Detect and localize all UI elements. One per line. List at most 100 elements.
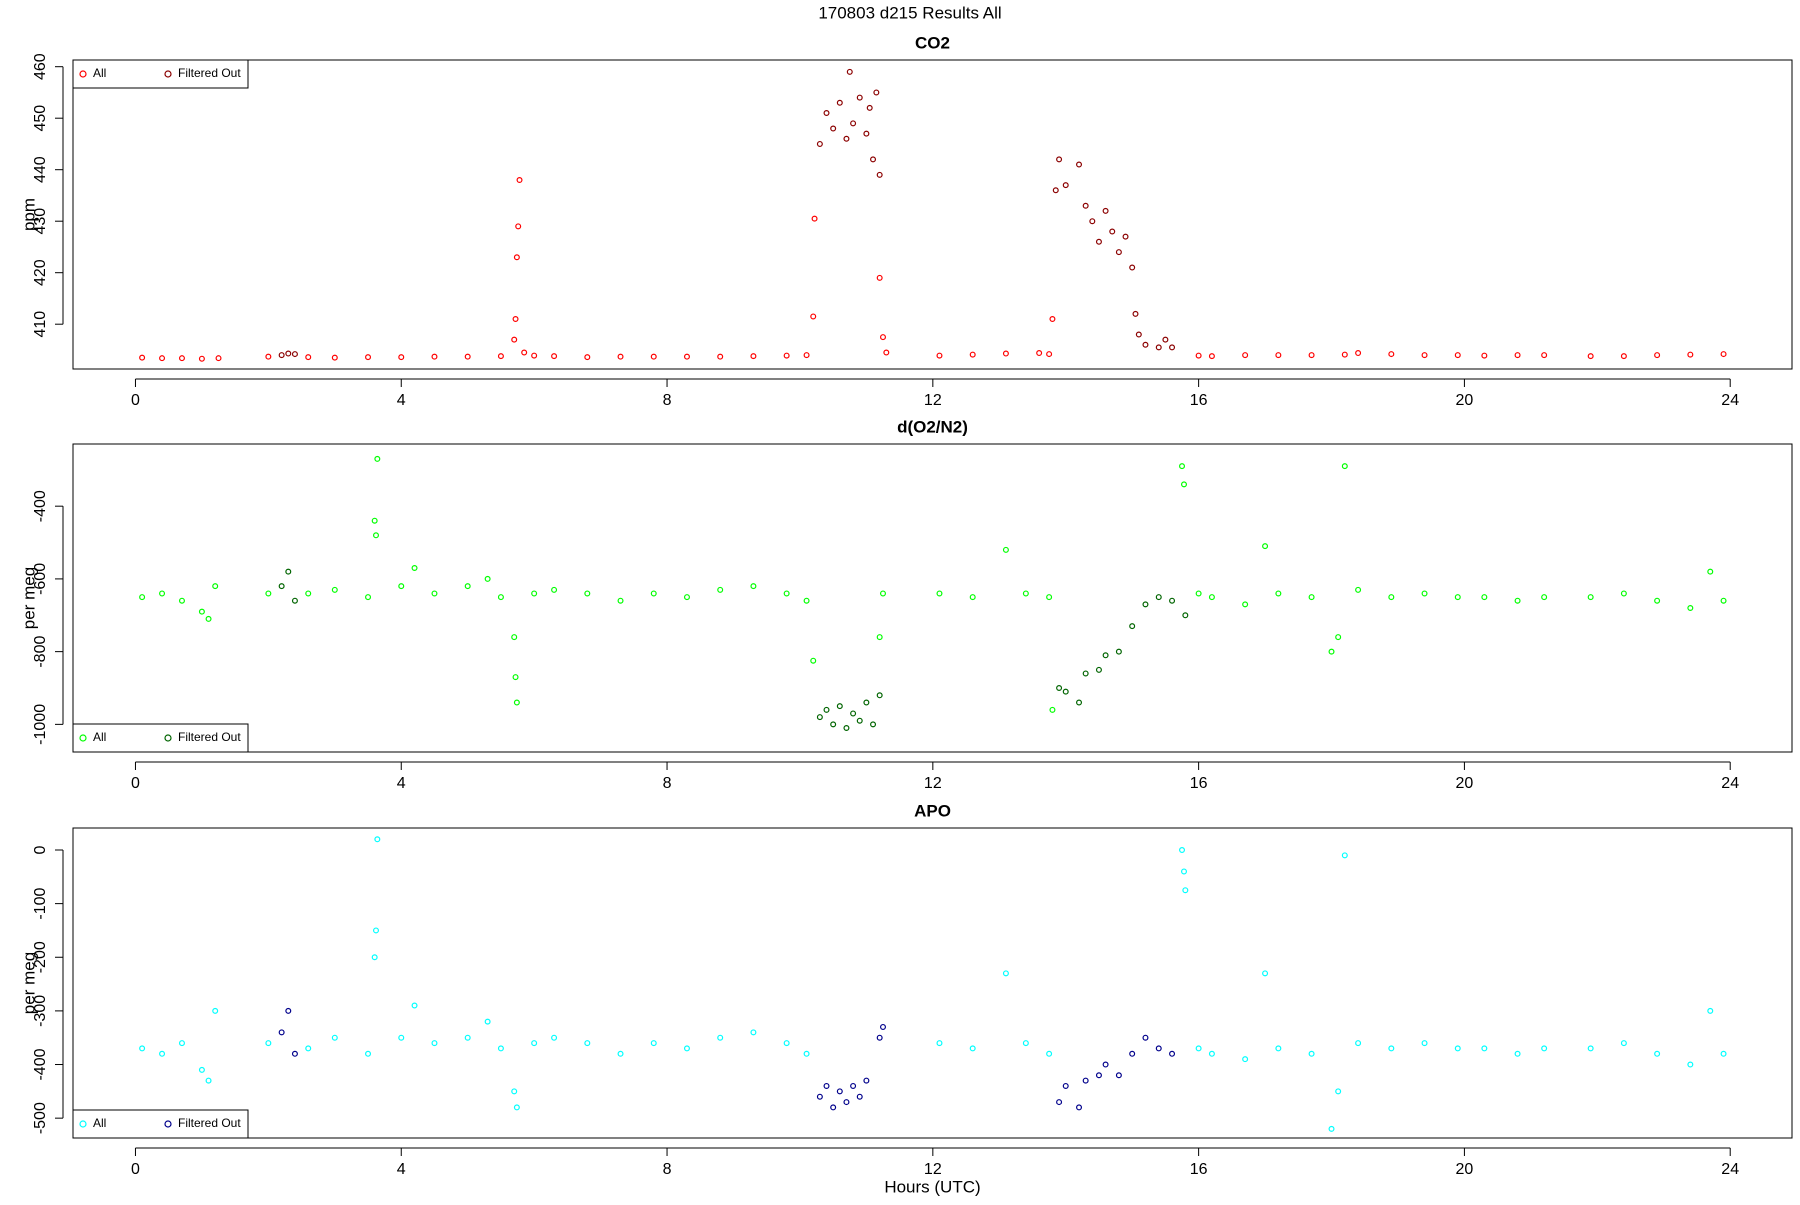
data-point [1328,648,1335,655]
data-point [198,608,205,615]
data-point [278,352,285,359]
y-tick-label: -100 [32,888,49,920]
data-point [717,353,724,360]
data-point [1242,352,1249,359]
data-point [198,1066,205,1073]
y-tick-label: -400 [32,1048,49,1080]
data-point [516,176,523,183]
data-point [836,1088,843,1095]
data-point [876,634,883,641]
data-point [1076,699,1083,706]
x-tick-label: 24 [1721,1161,1739,1178]
data-point [1062,688,1069,695]
data-point [1275,590,1282,597]
y-tick-label: -300 [32,995,49,1027]
data-point [1046,351,1053,358]
data-point [1115,249,1122,256]
data-point [1308,352,1315,359]
data-point [1335,1088,1342,1095]
x-tick-label: 16 [1190,1161,1208,1178]
data-point [373,927,380,934]
data-point [1109,228,1116,235]
data-point [512,674,519,681]
data-point [810,657,817,664]
y-tick-label: 430 [32,208,49,235]
data-point [823,706,830,713]
data-point [531,352,538,359]
y-axis-label: per meg [19,567,38,629]
data-point [1182,612,1189,619]
data-point [846,68,853,75]
data-point [783,1040,790,1047]
data-point [969,594,976,601]
data-point [717,1034,724,1041]
data-point [513,1104,520,1111]
data-point [1454,352,1461,359]
data-point [285,568,292,575]
data-point [750,583,757,590]
data-point [1142,341,1149,348]
data-point [1002,546,1009,553]
data-point [512,316,519,323]
data-point [531,1040,538,1047]
data-point [1155,594,1162,601]
data-point [305,590,312,597]
data-point [1262,543,1269,550]
data-point [876,171,883,178]
data-point [398,354,405,361]
x-tick-label: 24 [1721,392,1739,409]
data-point [876,1034,883,1041]
data-point [1129,264,1136,271]
data-point [291,1050,298,1057]
x-tick-label: 20 [1456,1161,1474,1178]
data-point [331,354,338,361]
data-point [484,1018,491,1025]
data-point [584,354,591,361]
data-point [1481,594,1488,601]
data-point [856,717,863,724]
data-point [431,590,438,597]
data-point [803,1050,810,1057]
data-point [1102,652,1109,659]
data-point [1022,590,1029,597]
data-point [1181,481,1188,488]
legend-label: Filtered Out [178,730,241,744]
data-point [1052,187,1059,194]
legend-label: All [93,1116,106,1130]
panel-title: d(O2/N2) [897,417,968,436]
data-point [285,350,292,357]
data-point [1541,1045,1548,1052]
data-point [876,692,883,699]
data-point [1421,352,1428,359]
legend-marker [79,70,87,78]
data-point [936,352,943,359]
data-point [205,615,212,622]
data-point [936,590,943,597]
data-point [1308,1050,1315,1057]
data-point [584,590,591,597]
legend-marker [164,1120,172,1128]
data-point [278,1029,285,1036]
data-point [1355,586,1362,593]
data-point [650,590,657,597]
data-point [1169,1050,1176,1057]
legend-box [72,723,249,753]
data-point [1454,1045,1461,1052]
data-point [1587,353,1594,360]
data-point [830,721,837,728]
data-point [1654,352,1661,359]
x-tick-label: 20 [1456,775,1474,792]
data-point [411,564,418,571]
data-point [1102,1061,1109,1068]
data-point [278,583,285,590]
y-tick-label: -400 [32,490,49,522]
data-point [331,586,338,593]
data-point [1514,1050,1521,1057]
y-axis-label: per meg [19,952,38,1014]
data-point [1129,623,1136,630]
x-tick-label: 4 [397,775,406,792]
data-point [1089,218,1096,225]
data-point [1082,202,1089,209]
data-point [830,1104,837,1111]
